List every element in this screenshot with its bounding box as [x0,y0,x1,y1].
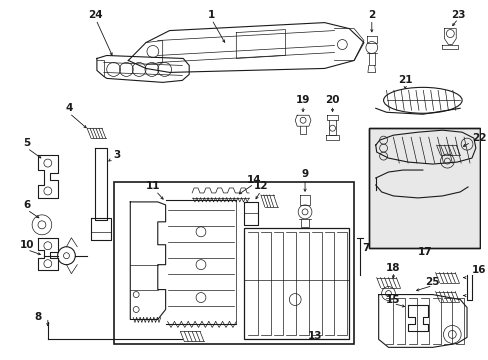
Text: 13: 13 [307,332,322,341]
Text: 14: 14 [246,175,261,185]
Text: 25: 25 [425,276,439,287]
Text: 17: 17 [417,247,431,257]
Text: 20: 20 [325,95,339,105]
Bar [368,128,479,248]
Text: 22: 22 [471,133,486,143]
Text: 9: 9 [301,169,308,179]
Text: 15: 15 [386,294,400,305]
Bar [113,182,353,345]
Text: 5: 5 [23,138,31,148]
Text: 7: 7 [362,243,369,253]
Text: 18: 18 [386,263,400,273]
Text: 10: 10 [20,240,34,250]
Text: 21: 21 [397,75,411,85]
Text: 8: 8 [34,312,41,323]
Text: 2: 2 [367,10,375,20]
Bar [244,228,348,339]
Text: 24: 24 [88,10,103,20]
Text: 12: 12 [253,181,267,191]
Text: 16: 16 [471,265,486,275]
Text: 6: 6 [23,200,31,210]
Text: 19: 19 [295,95,309,105]
Text: 11: 11 [145,181,160,191]
Bar [368,128,479,248]
Text: 1: 1 [208,10,215,20]
Text: 4: 4 [65,103,73,113]
Text: 3: 3 [113,150,121,160]
Text: 23: 23 [450,10,465,20]
